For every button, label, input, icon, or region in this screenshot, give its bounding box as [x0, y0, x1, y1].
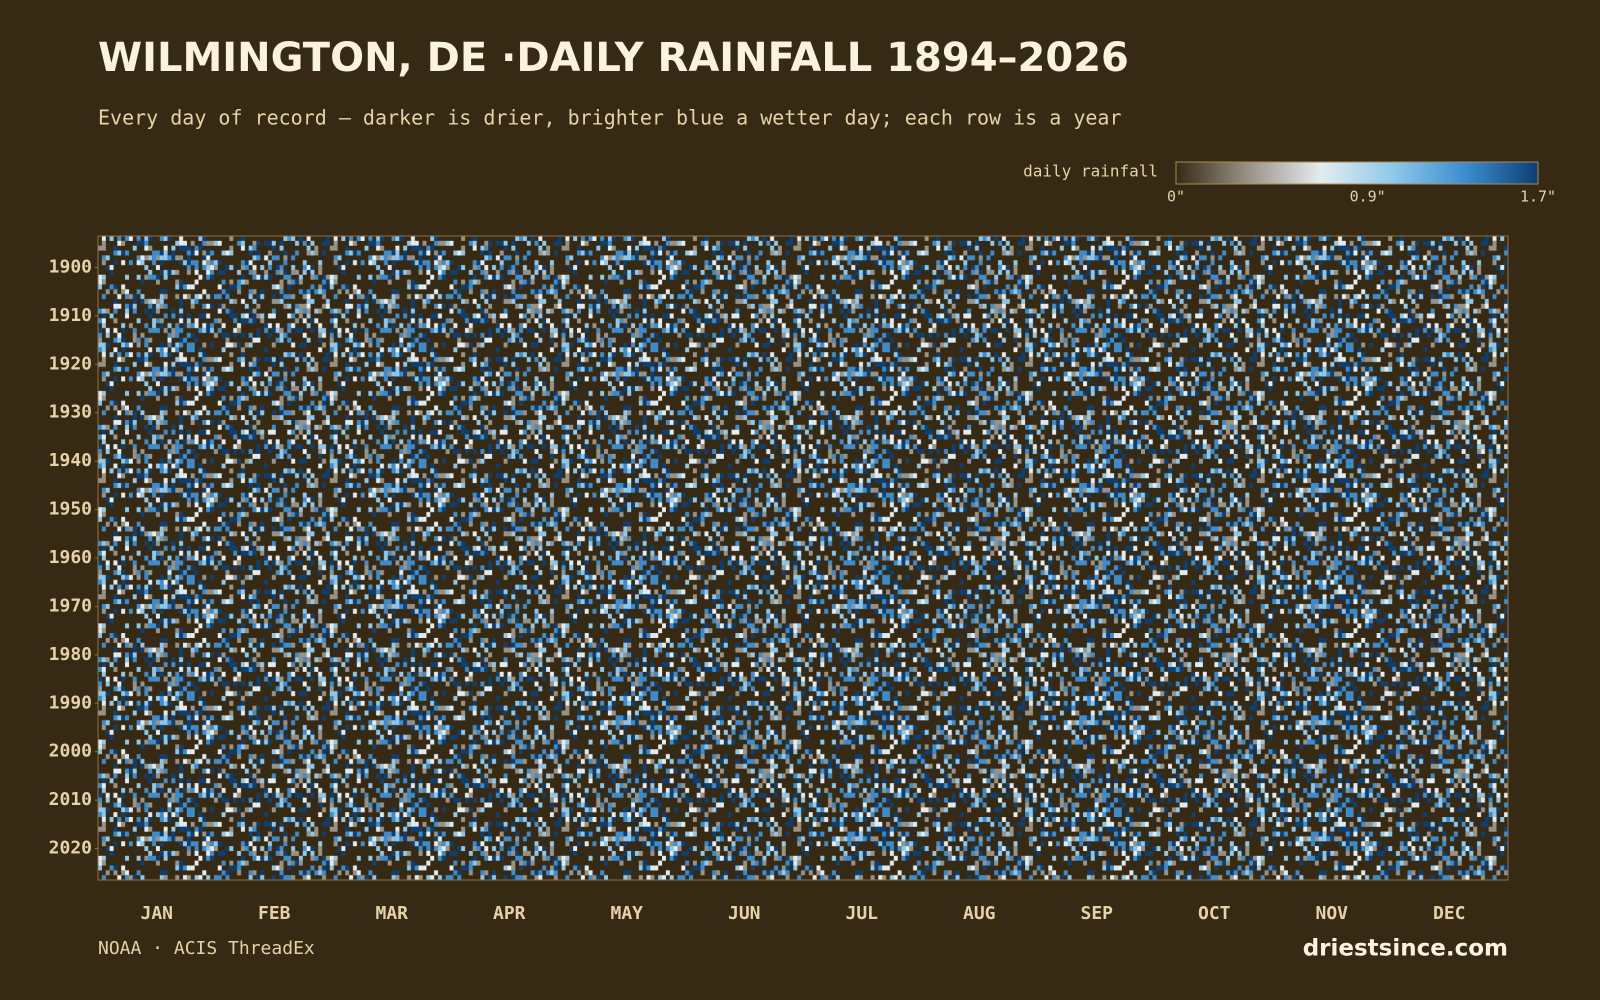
- y-tick-label: 1930: [49, 402, 92, 423]
- x-tick-label: AUG: [963, 903, 996, 924]
- y-tick-label: 2000: [49, 741, 92, 762]
- x-tick-label: JUL: [845, 903, 878, 924]
- x-tick-label: JUN: [728, 903, 761, 924]
- y-tick-label: 1950: [49, 499, 92, 520]
- x-tick-label: JAN: [140, 903, 173, 924]
- y-tick-label: 2010: [49, 789, 92, 810]
- rain-texture: [98, 236, 1508, 880]
- x-tick-label: MAY: [610, 903, 643, 924]
- y-tick-label: 1900: [49, 256, 92, 277]
- y-tick-label: 1980: [49, 644, 92, 665]
- colorbar-tick-label: 0.9": [1350, 188, 1386, 206]
- x-tick-label: APR: [493, 903, 526, 924]
- brand: driestsince.com: [1303, 936, 1508, 962]
- y-tick-label: 1920: [49, 353, 92, 374]
- x-tick-label: DEC: [1433, 903, 1466, 924]
- y-tick-label: 1970: [49, 595, 92, 616]
- y-tick-label: 1910: [49, 305, 92, 326]
- x-tick-label: MAR: [375, 903, 408, 924]
- y-tick-label: 1940: [49, 450, 92, 471]
- colorbar-tick-label: 0": [1167, 188, 1185, 206]
- x-tick-label: OCT: [1198, 903, 1231, 924]
- colorbar: [1175, 161, 1539, 185]
- colorbar-label: daily rainfall: [1023, 162, 1158, 181]
- y-tick-label: 2020: [49, 838, 92, 859]
- x-tick-label: FEB: [258, 903, 291, 924]
- y-tick-label: 1990: [49, 692, 92, 713]
- chart-title: WILMINGTON, DE ·DAILY RAINFALL 1894–2026: [98, 35, 1129, 81]
- chart-subtitle: Every day of record — darker is drier, b…: [98, 106, 1122, 130]
- colorbar-tick-label: 1.7": [1520, 188, 1556, 206]
- x-tick-label: NOV: [1315, 903, 1348, 924]
- x-tick-label: SEP: [1080, 903, 1113, 924]
- source: NOAA · ACIS ThreadEx: [98, 938, 315, 959]
- y-tick-label: 1960: [49, 547, 92, 568]
